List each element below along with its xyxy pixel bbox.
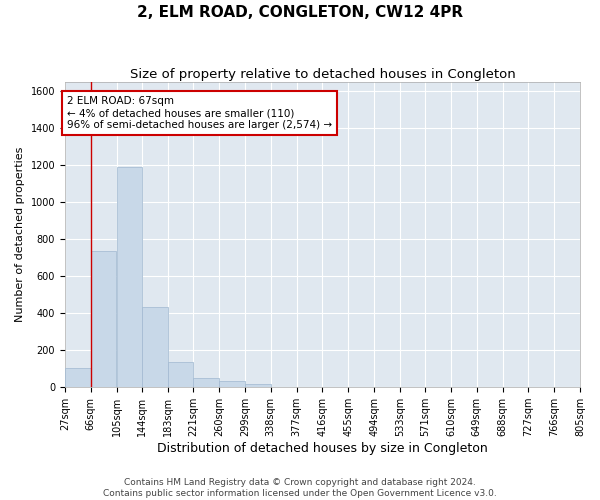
- Bar: [142, 306, 168, 387]
- Text: 2 ELM ROAD: 67sqm
← 4% of detached houses are smaller (110)
96% of semi-detached: 2 ELM ROAD: 67sqm ← 4% of detached house…: [67, 96, 332, 130]
- Title: Size of property relative to detached houses in Congleton: Size of property relative to detached ho…: [130, 68, 515, 80]
- Bar: [65, 368, 91, 387]
- X-axis label: Distribution of detached houses by size in Congleton: Distribution of detached houses by size …: [157, 442, 488, 455]
- Bar: [193, 378, 219, 387]
- Text: Contains HM Land Registry data © Crown copyright and database right 2024.
Contai: Contains HM Land Registry data © Crown c…: [103, 478, 497, 498]
- Bar: [91, 251, 116, 387]
- Bar: [245, 384, 271, 387]
- Bar: [116, 167, 142, 387]
- Y-axis label: Number of detached properties: Number of detached properties: [15, 147, 25, 322]
- Text: 2, ELM ROAD, CONGLETON, CW12 4PR: 2, ELM ROAD, CONGLETON, CW12 4PR: [137, 5, 463, 20]
- Bar: [169, 362, 193, 387]
- Bar: [219, 382, 245, 387]
